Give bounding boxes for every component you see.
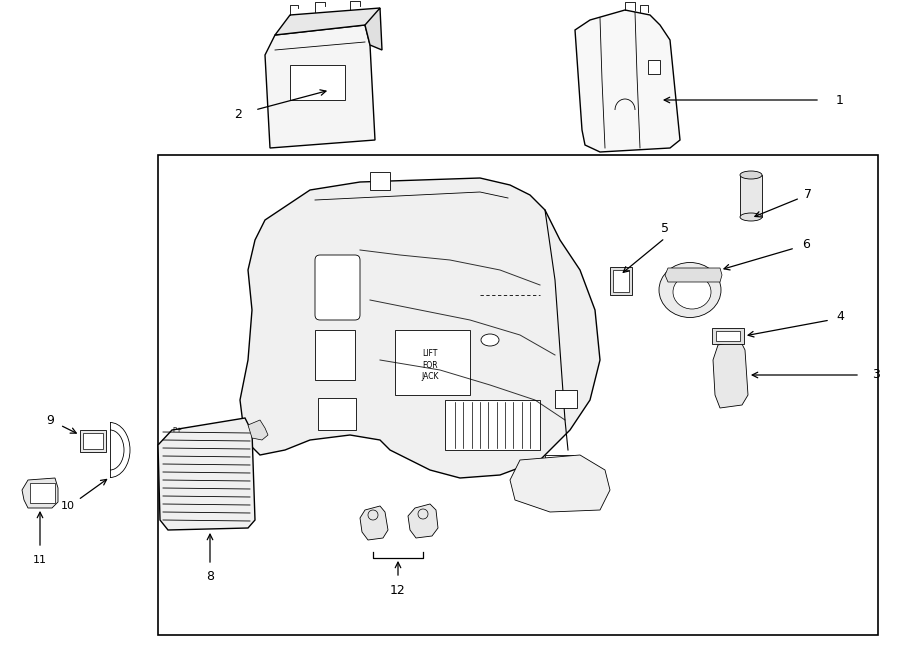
Polygon shape	[240, 178, 600, 478]
Polygon shape	[248, 420, 268, 440]
Bar	[712, 328, 744, 344]
Bar	[613, 270, 629, 292]
Ellipse shape	[740, 213, 762, 221]
Bar	[80, 430, 106, 452]
Text: 8: 8	[206, 570, 214, 584]
Ellipse shape	[481, 334, 499, 346]
Text: 6: 6	[802, 237, 810, 251]
Bar	[83, 433, 103, 449]
Text: 12: 12	[390, 584, 406, 596]
Bar	[395, 330, 470, 395]
Polygon shape	[510, 455, 610, 512]
Bar	[315, 330, 355, 380]
Text: 10: 10	[61, 501, 75, 511]
Bar	[445, 400, 540, 450]
Polygon shape	[365, 8, 382, 50]
Text: 11: 11	[33, 555, 47, 565]
Bar	[648, 60, 660, 74]
Bar	[30, 483, 55, 503]
Bar	[370, 172, 390, 190]
Polygon shape	[22, 478, 58, 508]
Polygon shape	[713, 340, 748, 408]
Circle shape	[322, 277, 358, 313]
Polygon shape	[360, 506, 388, 540]
Text: 2: 2	[234, 108, 242, 122]
Text: 7: 7	[804, 188, 812, 200]
Bar	[158, 155, 878, 635]
Bar	[716, 331, 740, 341]
Polygon shape	[275, 8, 380, 35]
Bar	[740, 175, 762, 217]
Bar	[555, 390, 577, 408]
Polygon shape	[158, 418, 255, 530]
Text: 3: 3	[872, 368, 880, 381]
Bar	[610, 267, 632, 295]
Text: 1: 1	[836, 93, 844, 106]
Ellipse shape	[740, 171, 762, 179]
Text: 4: 4	[836, 309, 844, 323]
Polygon shape	[575, 10, 680, 152]
Polygon shape	[665, 268, 722, 282]
Bar	[545, 455, 573, 477]
Text: P+: P+	[172, 427, 182, 433]
Polygon shape	[408, 504, 438, 538]
Text: LIFT
FOR
JACK: LIFT FOR JACK	[421, 349, 439, 381]
Text: 9: 9	[46, 414, 54, 426]
Ellipse shape	[673, 275, 711, 309]
Ellipse shape	[659, 262, 721, 317]
Bar	[290, 65, 345, 100]
Polygon shape	[265, 25, 375, 148]
Bar	[318, 398, 356, 430]
Text: 5: 5	[661, 221, 669, 235]
FancyBboxPatch shape	[315, 255, 360, 320]
